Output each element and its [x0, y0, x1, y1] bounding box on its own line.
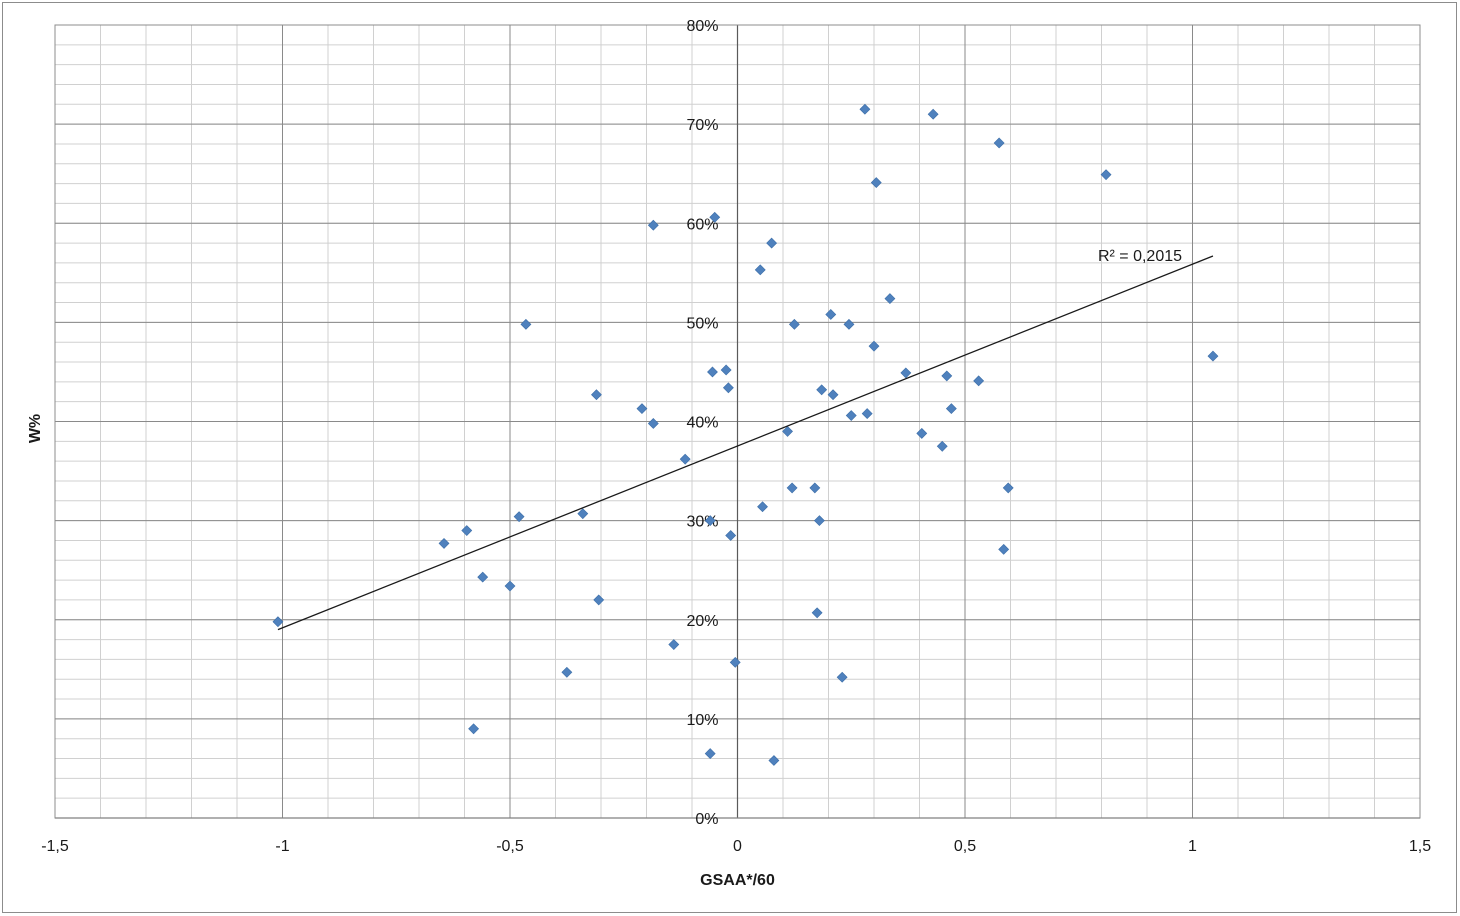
data-point	[973, 375, 985, 387]
data-point	[1002, 482, 1014, 494]
data-point	[1100, 169, 1112, 181]
y-tick-label: 40%	[686, 415, 718, 432]
trendline	[277, 255, 1214, 631]
data-point	[720, 364, 732, 376]
x-tick-label: -1,5	[41, 838, 69, 855]
x-tick-label: 1,5	[1409, 838, 1431, 855]
data-point	[647, 219, 659, 231]
data-point	[766, 237, 778, 249]
x-tick-label: -1	[275, 838, 289, 855]
data-point	[468, 723, 480, 735]
data-point	[936, 440, 948, 452]
data-point	[786, 482, 798, 494]
data-point	[707, 366, 718, 378]
data-point	[900, 367, 912, 379]
data-point	[816, 384, 828, 396]
data-point	[461, 525, 473, 536]
data-point	[927, 108, 939, 120]
x-axis-title: GSAA*/60	[700, 872, 775, 889]
data-point	[916, 427, 928, 439]
data-point	[647, 418, 659, 429]
data-point	[1207, 350, 1219, 362]
data-point	[768, 755, 780, 766]
y-axis-tick-labels: 0%10%20%30%40%50%60%70%80%	[686, 18, 718, 828]
data-point	[704, 515, 716, 527]
data-point	[998, 543, 1010, 555]
data-point	[870, 177, 882, 189]
data-point	[577, 508, 589, 520]
data-point	[757, 501, 768, 513]
data-point	[520, 318, 532, 330]
data-point	[504, 580, 516, 592]
data-point	[868, 340, 880, 352]
data-points	[272, 103, 1219, 766]
data-point	[811, 607, 823, 619]
data-point	[636, 403, 648, 415]
data-point	[884, 293, 896, 305]
data-point	[827, 389, 839, 401]
data-point	[477, 571, 489, 583]
data-point	[709, 211, 721, 223]
data-point	[438, 537, 450, 549]
data-point	[788, 318, 800, 330]
x-tick-label: 0,5	[954, 838, 976, 855]
data-point	[843, 318, 855, 330]
data-point	[591, 389, 602, 401]
data-point	[825, 309, 837, 320]
data-point	[513, 511, 525, 523]
data-point	[993, 137, 1005, 149]
data-point	[813, 515, 825, 527]
data-point	[782, 425, 793, 437]
data-point	[836, 671, 848, 683]
y-tick-label: 60%	[686, 216, 718, 233]
data-point	[845, 410, 857, 421]
data-point	[725, 530, 737, 541]
data-point	[561, 666, 573, 678]
data-point	[668, 639, 680, 650]
x-tick-label: 0	[733, 838, 742, 855]
y-tick-label: 70%	[686, 117, 718, 134]
y-tick-label: 20%	[686, 613, 718, 630]
data-point	[809, 482, 821, 494]
y-tick-label: 0%	[695, 811, 718, 828]
x-tick-label: 1	[1188, 838, 1197, 855]
data-point	[754, 264, 766, 276]
y-tick-label: 80%	[686, 18, 718, 35]
x-tick-label: -0,5	[496, 838, 524, 855]
y-tick-label: 50%	[686, 315, 718, 332]
data-point	[593, 594, 605, 606]
data-point	[679, 453, 691, 465]
data-point	[722, 382, 734, 394]
plot-area-border	[54, 24, 1421, 819]
data-point	[859, 103, 871, 115]
data-point	[861, 408, 873, 419]
y-tick-label: 10%	[686, 712, 718, 729]
r-squared-label: R² = 0,2015	[1098, 248, 1182, 265]
data-point	[945, 403, 957, 415]
x-axis-tick-labels: -1,5 -1 -0,5 0 0,5 1 1,5	[41, 838, 1431, 855]
data-point	[729, 656, 741, 668]
data-point	[272, 616, 284, 628]
data-point	[704, 748, 716, 759]
data-point	[941, 370, 953, 382]
y-axis-title: W%	[27, 414, 44, 443]
